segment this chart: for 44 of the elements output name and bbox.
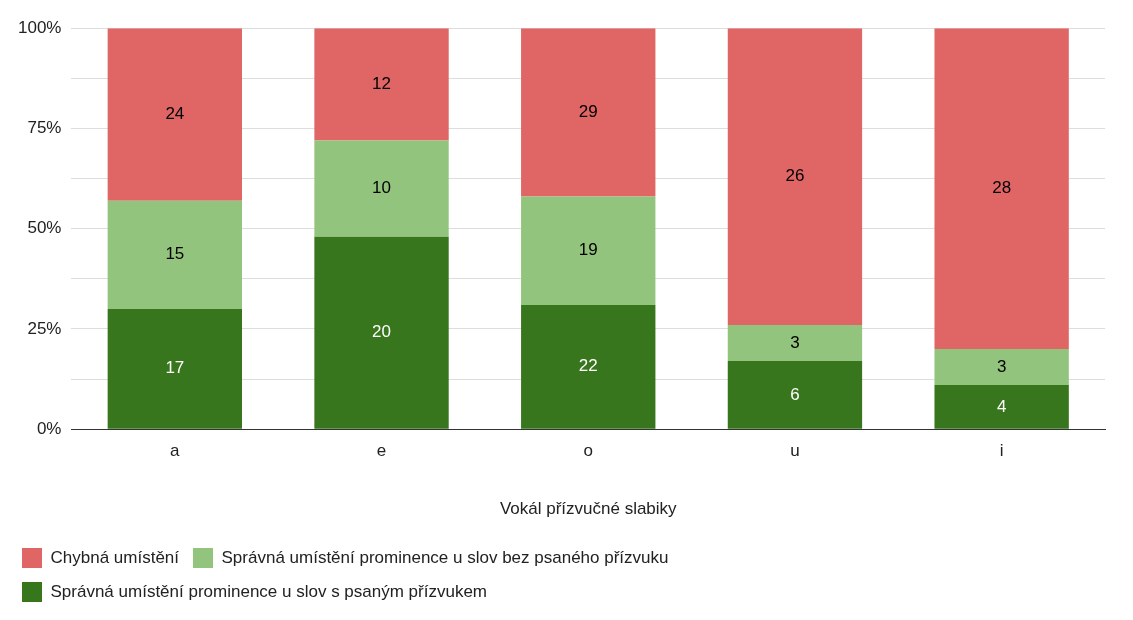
bar [521, 28, 656, 197]
x-axis-title: Vokál přízvučné slabiky [499, 499, 678, 519]
annotation: 24 [165, 104, 185, 124]
bar [107, 308, 243, 429]
x-tick-label: i [999, 441, 1004, 461]
y-tick-label: 75% [27, 118, 62, 138]
bar [107, 28, 243, 201]
bar [314, 140, 449, 237]
bar [521, 196, 656, 305]
annotation: 15 [165, 244, 185, 264]
x-tick-label: o [583, 441, 593, 461]
legend-label: Chybná umístění [50, 547, 180, 567]
bar [727, 361, 863, 429]
annotation: 6 [790, 384, 800, 404]
y-tick-label: 25% [27, 318, 62, 338]
bar [934, 385, 1069, 429]
annotation: 12 [372, 74, 391, 94]
bar [521, 304, 656, 429]
bar [314, 28, 449, 141]
bar [934, 28, 1069, 349]
y-tick-label: 0% [36, 418, 62, 438]
bar [107, 200, 243, 309]
bar [727, 324, 863, 362]
x-tick-label: a [170, 441, 181, 461]
legend-label: Správná umístění prominence u slov s psaným přízvukem [50, 581, 488, 601]
x-tick-label: e [376, 441, 387, 461]
y-tick-label: 100% [18, 17, 62, 37]
annotation: 4 [996, 396, 1007, 416]
annotation: 10 [372, 178, 391, 198]
bar [314, 236, 449, 429]
legend-label: Správná umístění prominence u slov bez psaného přízvuku [221, 547, 669, 567]
annotation: 19 [578, 240, 598, 260]
bar [727, 28, 863, 325]
annotation: 22 [578, 356, 598, 376]
annotation: 20 [372, 322, 391, 342]
bar [934, 349, 1069, 386]
annotation: 3 [996, 356, 1007, 376]
annotation: 26 [785, 166, 805, 186]
annotation: 28 [992, 178, 1012, 198]
x-tick-label: u [790, 441, 800, 461]
annotation: 29 [578, 102, 598, 122]
annotation: 17 [165, 358, 185, 378]
annotation: 3 [790, 332, 800, 352]
y-tick-label: 50% [27, 218, 62, 238]
